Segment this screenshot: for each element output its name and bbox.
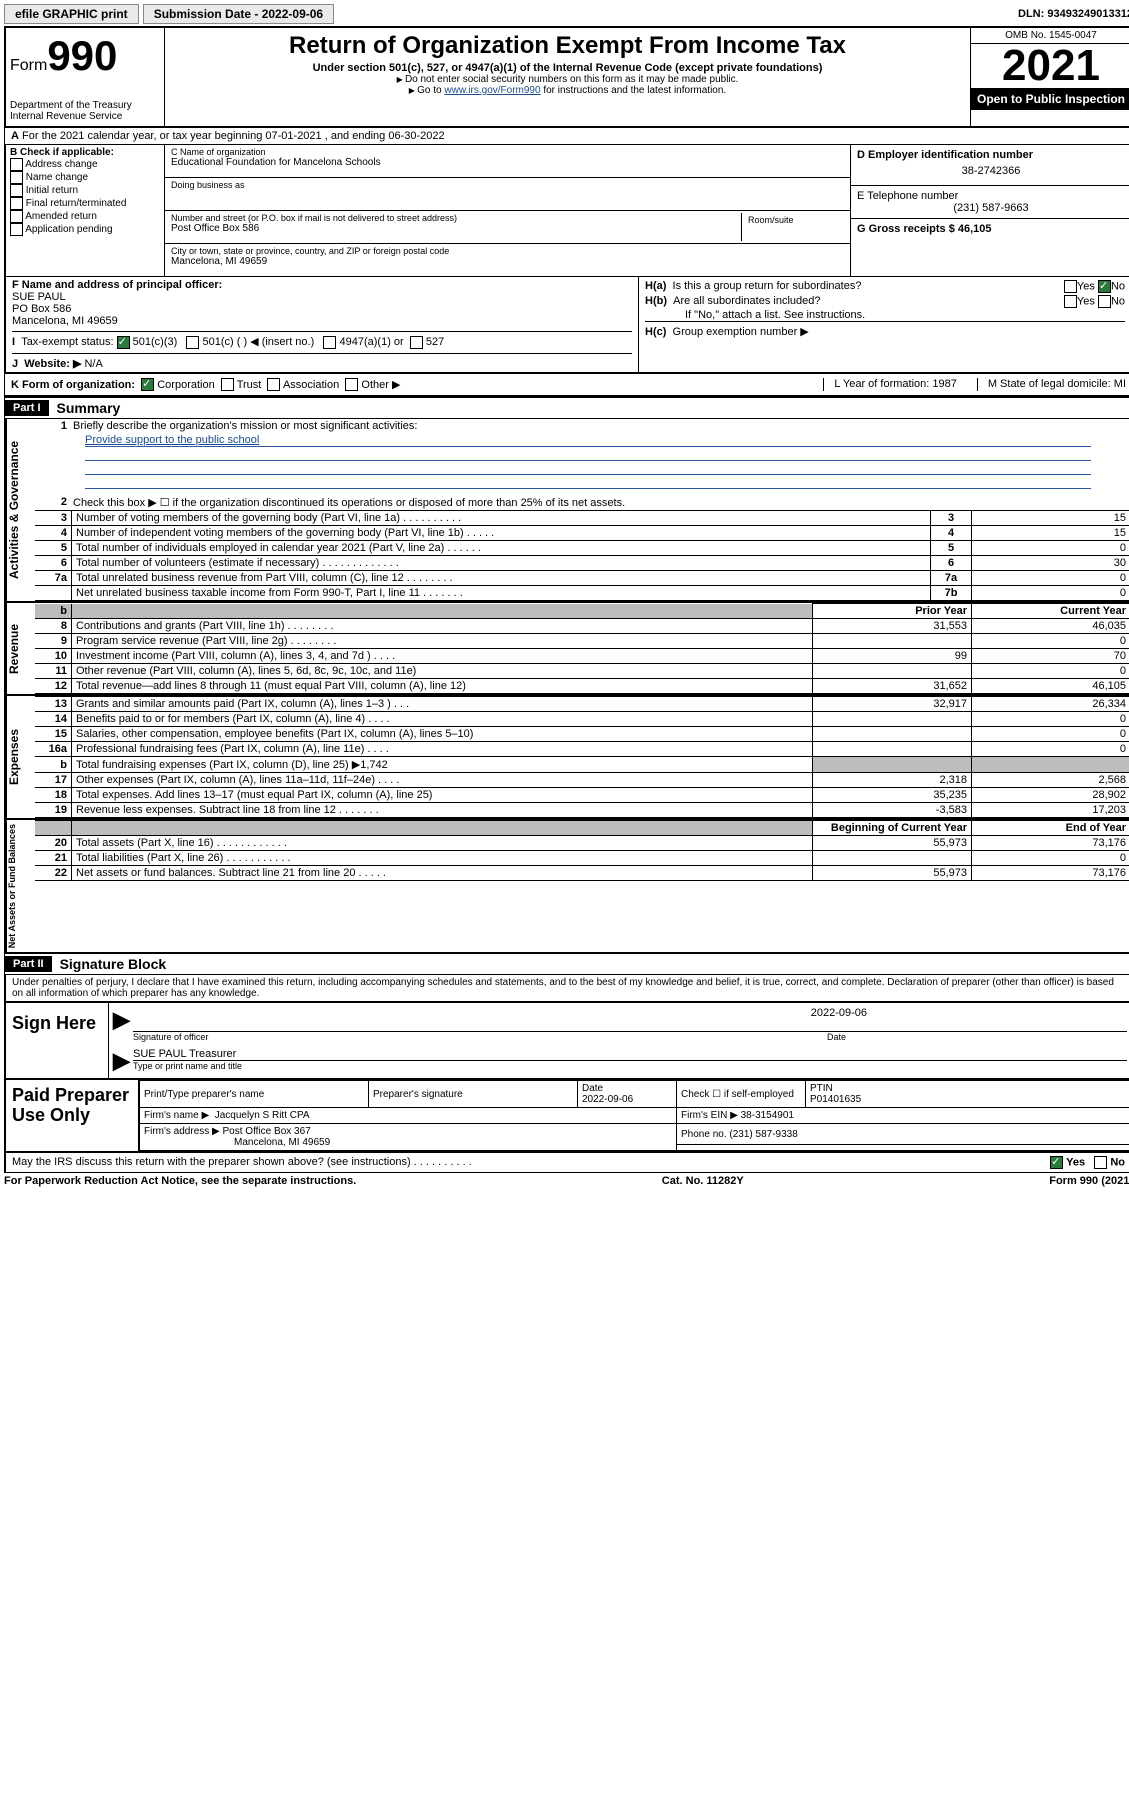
efile-button[interactable]: efile GRAPHIC print: [4, 4, 139, 24]
form-header: Form990 Department of the Treasury Inter…: [4, 26, 1129, 128]
cb-initial-return[interactable]: Initial return: [10, 184, 160, 197]
officer-name: SUE PAUL: [12, 291, 66, 303]
year-formation: L Year of formation: 1987: [823, 378, 957, 392]
val-5: 0: [972, 541, 1129, 556]
caret-icon: ▶: [113, 1048, 133, 1074]
row-a-tax-year: A For the 2021 calendar year, or tax yea…: [4, 128, 1129, 145]
vtab-governance: Activities & Governance: [6, 419, 35, 601]
cb-assoc[interactable]: [267, 378, 280, 391]
section-h: H(a) Is this a group return for subordin…: [638, 277, 1129, 372]
cb-ha-no[interactable]: [1098, 280, 1111, 293]
paid-preparer-table: Print/Type preparer's name Preparer's si…: [139, 1080, 1129, 1151]
officer-sig-name: SUE PAUL Treasurer: [133, 1048, 1127, 1060]
cb-application-pending[interactable]: Application pending: [10, 223, 160, 236]
val-3: 15: [972, 511, 1129, 526]
paid-preparer-block: Paid Preparer Use Only Print/Type prepar…: [4, 1080, 1129, 1153]
val-7a: 0: [972, 571, 1129, 586]
gross-receipts: G Gross receipts $ 46,105: [857, 223, 992, 235]
paid-preparer-label: Paid Preparer Use Only: [6, 1080, 139, 1151]
section-b-checkboxes: B Check if applicable: Address change Na…: [6, 145, 165, 276]
year-block: OMB No. 1545-0047 2021 Open to Public In…: [970, 28, 1129, 126]
row-k: K Form of organization: Corporation Trus…: [4, 374, 1129, 397]
val-7b: 0: [972, 586, 1129, 601]
officer-addr2: Mancelona, MI 49659: [12, 315, 118, 327]
form-id-block: Form990 Department of the Treasury Inter…: [6, 28, 165, 126]
netassets-table: Beginning of Current YearEnd of Year 20T…: [35, 820, 1129, 881]
officer-addr1: PO Box 586: [12, 303, 71, 315]
cb-other[interactable]: [345, 378, 358, 391]
sign-date: 2022-09-06: [133, 1007, 1127, 1019]
summary-revenue: Revenue bPrior YearCurrent Year 8Contrib…: [4, 603, 1129, 696]
summary-governance: Activities & Governance 1Briefly describ…: [4, 419, 1129, 603]
tax-year: 2021: [971, 44, 1129, 88]
cb-final-return[interactable]: Final return/terminated: [10, 197, 160, 210]
cb-4947[interactable]: [323, 336, 336, 349]
cb-ha-yes[interactable]: [1064, 280, 1077, 293]
governance-table: 3Number of voting members of the governi…: [35, 510, 1129, 601]
org-name: Educational Foundation for Mancelona Sch…: [171, 157, 844, 168]
form-note-ssn: Do not enter social security numbers on …: [171, 74, 964, 85]
caret-icon: ▶: [113, 1007, 133, 1042]
cb-hb-no[interactable]: [1098, 295, 1111, 308]
irs-label: Internal Revenue Service: [10, 111, 160, 122]
footer-row: For Paperwork Reduction Act Notice, see …: [4, 1173, 1129, 1189]
firm-ein: 38-3154901: [741, 1110, 794, 1121]
vtab-expenses: Expenses: [6, 696, 35, 818]
revenue-table: bPrior YearCurrent Year 8Contributions a…: [35, 603, 1129, 694]
cb-address-change[interactable]: Address change: [10, 158, 160, 171]
cb-trust[interactable]: [221, 378, 234, 391]
part2-header: Part II Signature Block: [4, 954, 1129, 975]
firm-phone: (231) 587-9338: [729, 1129, 797, 1140]
cb-501c[interactable]: [186, 336, 199, 349]
cb-corp[interactable]: [141, 378, 154, 391]
mission-link[interactable]: Provide support to the public school: [85, 434, 259, 446]
section-deg: D Employer identification number38-27423…: [850, 145, 1129, 276]
irs-link[interactable]: www.irs.gov/Form990: [444, 85, 540, 96]
submission-date-button[interactable]: Submission Date - 2022-09-06: [143, 4, 334, 24]
dln-label: DLN: 93493249013312: [1018, 8, 1129, 20]
cb-501c3[interactable]: [117, 336, 130, 349]
form-word: Form: [10, 57, 47, 74]
pra-notice: For Paperwork Reduction Act Notice, see …: [4, 1175, 356, 1187]
cb-discuss-yes[interactable]: [1050, 1156, 1063, 1169]
form-title: Return of Organization Exempt From Incom…: [171, 32, 964, 60]
sign-here-label: Sign Here: [6, 1003, 109, 1078]
cb-527[interactable]: [410, 336, 423, 349]
part1-header: Part I Summary: [4, 396, 1129, 419]
vtab-netassets: Net Assets or Fund Balances: [6, 820, 35, 952]
form-ref: Form 990 (2021): [1049, 1175, 1129, 1187]
phone-value: (231) 587-9663: [857, 202, 1125, 214]
val-6: 30: [972, 556, 1129, 571]
form-title-block: Return of Organization Exempt From Incom…: [165, 28, 970, 126]
expenses-table: 13Grants and similar amounts paid (Part …: [35, 696, 1129, 818]
form-subtitle: Under section 501(c), 527, or 4947(a)(1)…: [171, 62, 964, 74]
summary-expenses: Expenses 13Grants and similar amounts pa…: [4, 696, 1129, 820]
vtab-revenue: Revenue: [6, 603, 35, 694]
ein-value: 38-2742366: [857, 161, 1125, 181]
firm-name: Jacquelyn S Ritt CPA: [215, 1110, 310, 1121]
signature-intro: Under penalties of perjury, I declare th…: [4, 975, 1129, 1001]
val-4: 15: [972, 526, 1129, 541]
cat-no: Cat. No. 11282Y: [662, 1175, 744, 1187]
top-bar: efile GRAPHIC print Submission Date - 20…: [4, 4, 1129, 24]
section-f: F Name and address of principal officer:…: [6, 277, 638, 372]
form-note-link: Go to www.irs.gov/Form990 for instructio…: [171, 85, 964, 96]
discuss-row: May the IRS discuss this return with the…: [4, 1153, 1129, 1173]
cb-name-change[interactable]: Name change: [10, 171, 160, 184]
dept-label: Department of the Treasury: [10, 100, 160, 111]
summary-netassets: Net Assets or Fund Balances Beginning of…: [4, 820, 1129, 954]
org-city: Mancelona, MI 49659: [171, 256, 844, 267]
cb-amended-return[interactable]: Amended return: [10, 210, 160, 223]
website-value: N/A: [84, 358, 102, 370]
org-street: Post Office Box 586: [171, 223, 741, 234]
officer-group-block: F Name and address of principal officer:…: [4, 276, 1129, 374]
state-domicile: M State of legal domicile: MI: [977, 378, 1126, 392]
identity-block: B Check if applicable: Address change Na…: [4, 145, 1129, 276]
sign-here-block: Sign Here ▶ 2022-09-06 Signature of offi…: [4, 1001, 1129, 1080]
cb-discuss-no[interactable]: [1094, 1156, 1107, 1169]
cb-hb-yes[interactable]: [1064, 295, 1077, 308]
form-number: 990: [47, 32, 117, 79]
inspection-label: Open to Public Inspection: [971, 88, 1129, 110]
section-c: C Name of organizationEducational Founda…: [165, 145, 850, 276]
